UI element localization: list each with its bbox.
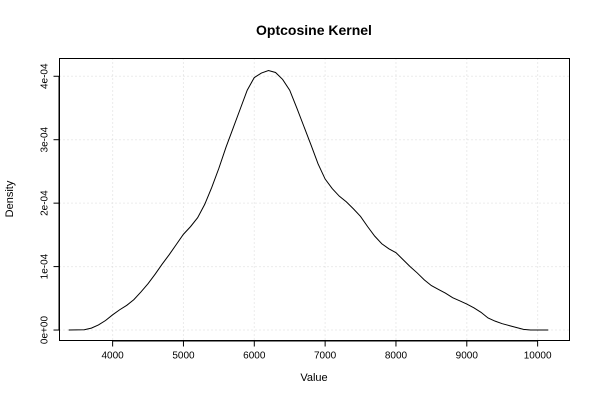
y-tick-label: 3e-04	[40, 126, 51, 152]
x-tick-label: 8000	[385, 351, 408, 362]
y-tick-label: 2e-04	[40, 190, 51, 216]
x-tick-label: 10000	[524, 351, 552, 362]
x-axis-label: Value	[300, 372, 327, 384]
y-tick-label: 0e+00	[40, 316, 51, 345]
x-tick-label: 5000	[172, 351, 195, 362]
y-tick-label: 1e-04	[40, 253, 51, 279]
x-tick-label: 4000	[102, 351, 125, 362]
x-tick-label: 6000	[243, 351, 266, 362]
x-axis: 4000 5000 6000 7000 8000 9000 10000	[102, 340, 552, 362]
y-axis-label: Density	[4, 180, 16, 217]
x-tick-label: 9000	[456, 351, 479, 362]
density-curve	[68, 70, 549, 331]
chart-title: Optcosine Kernel	[256, 22, 372, 38]
grid-lines	[59, 58, 570, 341]
plot-box	[59, 58, 570, 341]
y-axis: 0e+00 1e-04 2e-04 3e-04 4e-04	[40, 63, 60, 344]
y-tick-label: 4e-04	[40, 63, 51, 89]
x-tick-label: 7000	[314, 351, 337, 362]
